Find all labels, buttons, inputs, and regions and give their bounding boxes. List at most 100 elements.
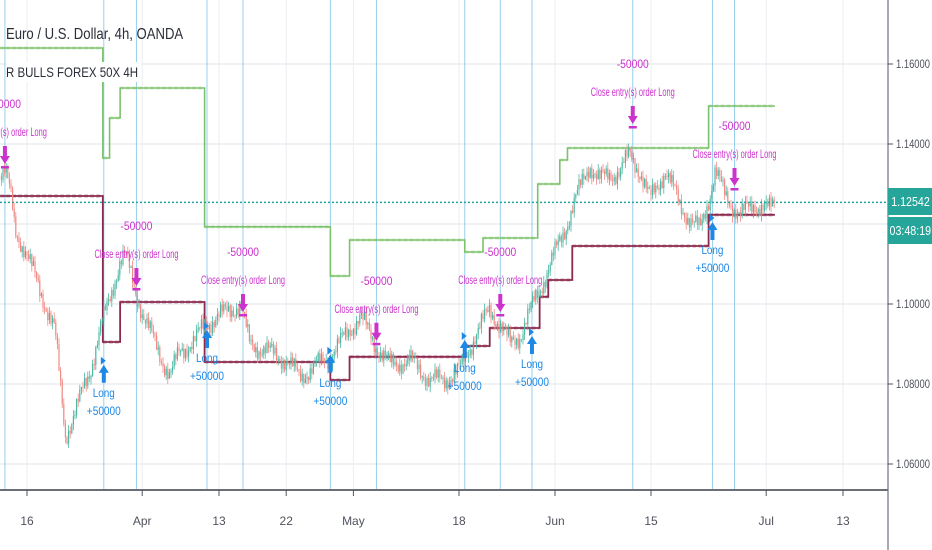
- exit-marker-bar: [628, 126, 637, 129]
- candle-body: [572, 210, 574, 213]
- candle-body: [194, 336, 196, 341]
- candle-body: [428, 378, 430, 387]
- candle-body: [522, 334, 524, 341]
- candle-body: [319, 353, 321, 362]
- exit-arrow-down-icon: [729, 168, 740, 186]
- candle-body: [548, 270, 550, 274]
- candle-body: [477, 327, 479, 335]
- candle-body: [460, 363, 462, 365]
- candle-body: [565, 230, 567, 240]
- candle-body: [733, 209, 735, 217]
- candle-body: [652, 184, 654, 196]
- candle-body: [109, 299, 111, 302]
- last-price-value: 1.12542: [890, 194, 930, 209]
- candle-body: [180, 350, 182, 352]
- candle-body: [744, 201, 746, 210]
- time-axis[interactable]: 16 Apr 13 22 May 18 Jun 15 Jul 13: [20, 490, 850, 528]
- exit-qty: -50000: [227, 245, 259, 259]
- candle-body: [210, 324, 212, 333]
- candle-body: [183, 348, 185, 358]
- candle-body: [492, 314, 494, 319]
- candle-body: [175, 354, 177, 360]
- candle-body: [82, 386, 84, 388]
- exit-qty: -50000: [360, 274, 392, 288]
- candle-body: [573, 197, 575, 213]
- candle-body: [722, 180, 724, 182]
- candle-body: [762, 204, 764, 211]
- candle-body: [453, 369, 455, 382]
- price-axis[interactable]: 1.16000 1.14000 1.10000 1.08000 1.06000: [888, 57, 930, 471]
- candle-body: [612, 180, 614, 182]
- candle-body: [549, 264, 551, 271]
- candle-body: [31, 254, 33, 266]
- candle-body: [496, 323, 498, 327]
- candle-body: [623, 162, 625, 163]
- candle-body: [295, 358, 297, 368]
- candle-body: [759, 209, 761, 217]
- candle-body: [324, 361, 326, 363]
- candle-body: [104, 306, 106, 310]
- candle-body: [442, 377, 444, 379]
- candle-body: [621, 162, 623, 169]
- candle-body: [636, 168, 638, 173]
- candle-body: [117, 275, 119, 282]
- candle-body: [727, 191, 729, 203]
- candle-body: [474, 341, 476, 344]
- candle-body: [546, 273, 548, 287]
- candle-body: [280, 361, 282, 369]
- candle-body: [260, 351, 262, 356]
- candle-body: [144, 320, 146, 324]
- candle-body: [693, 221, 695, 223]
- candle-body: [173, 354, 175, 367]
- candle-body: [176, 347, 178, 360]
- candle-body: [503, 327, 505, 331]
- candle-body: [751, 201, 753, 213]
- candle-body: [607, 168, 609, 180]
- candle-body: [351, 334, 353, 336]
- candle-body: [674, 184, 676, 187]
- entry-qty: +50000: [313, 394, 347, 408]
- candle-body: [68, 430, 70, 444]
- candle-body: [584, 176, 586, 179]
- candle-body: [685, 217, 687, 225]
- candle-body: [482, 314, 484, 319]
- candle-body: [597, 169, 599, 180]
- candle-body: [583, 173, 585, 179]
- entry-qty: +50000: [87, 404, 121, 418]
- candle-body: [415, 357, 417, 359]
- candle-body: [229, 305, 231, 317]
- candle-body: [138, 304, 140, 307]
- entry-label: Long: [701, 243, 723, 257]
- candle-body: [461, 354, 463, 364]
- entry-label: Long: [196, 351, 218, 365]
- candle-body: [706, 205, 708, 219]
- candle-body: [434, 369, 436, 378]
- candle-body: [16, 236, 18, 238]
- candle-body: [384, 350, 386, 358]
- exit-qty: -50000: [617, 57, 649, 71]
- candle-body: [279, 358, 281, 362]
- candle-body: [602, 169, 604, 172]
- candle-body: [599, 169, 601, 179]
- exit-arrow-down-icon: [131, 268, 142, 286]
- candle-body: [680, 199, 682, 214]
- candle-body: [212, 322, 214, 333]
- candle-body: [316, 361, 318, 363]
- candle-body: [178, 347, 180, 352]
- study-name[interactable]: R BULLS FOREX 50X 4H: [6, 62, 142, 82]
- candle-body: [8, 178, 10, 184]
- candle-body: [276, 347, 278, 360]
- candle-body: [743, 203, 745, 210]
- candle-body: [298, 369, 300, 371]
- candle-body: [103, 306, 105, 322]
- candle-body: [228, 305, 230, 312]
- time-tick-label: 13: [836, 514, 850, 528]
- candle-body: [300, 370, 302, 382]
- candle-body: [0, 176, 3, 181]
- candle-body: [708, 205, 710, 211]
- candle-body: [484, 309, 486, 319]
- candle-body: [383, 350, 385, 361]
- candle-body: [255, 347, 257, 353]
- candle-body: [108, 299, 110, 302]
